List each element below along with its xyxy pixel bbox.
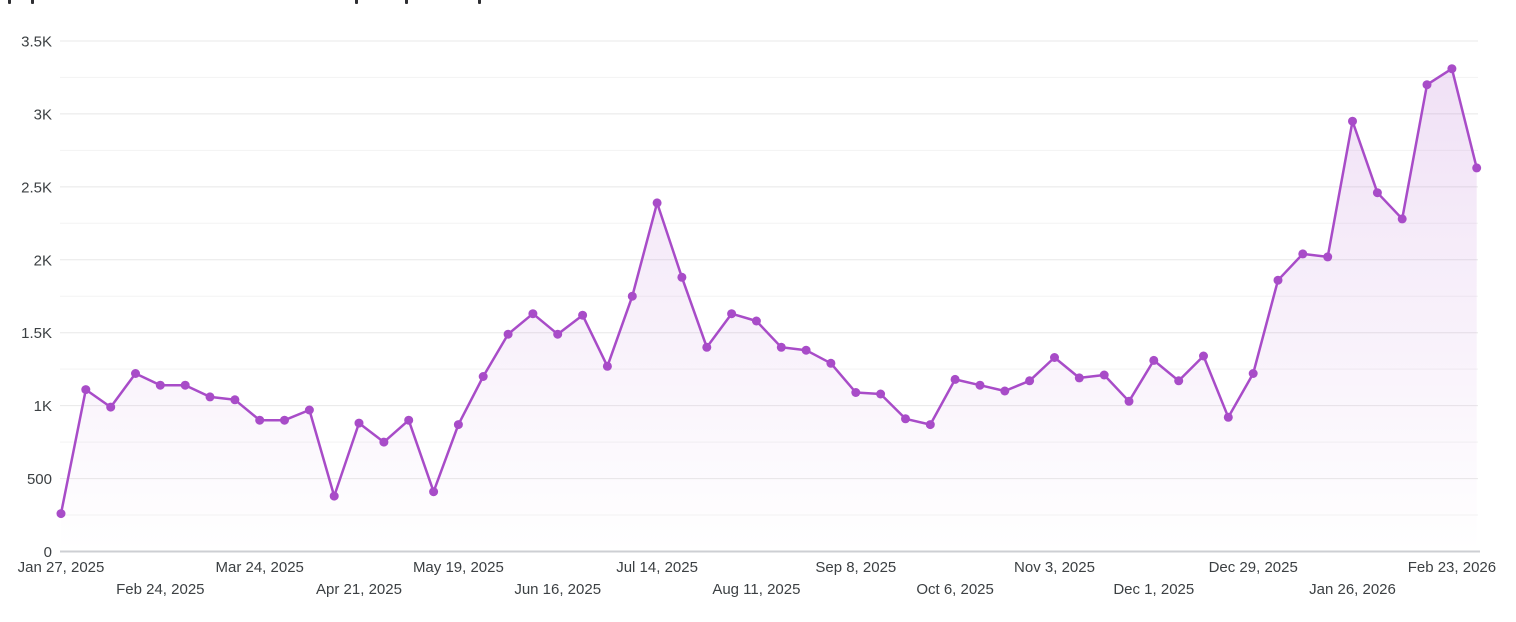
y-tick-label: 0 [44,544,52,561]
data-point[interactable] [1372,188,1382,198]
x-tick-label: Feb 23, 2026 [1408,559,1496,576]
clipped-text-fragment [355,0,358,4]
data-point[interactable] [578,310,588,320]
data-point[interactable] [1397,214,1407,224]
data-point[interactable] [205,392,215,402]
y-tick-label: 3K [34,106,52,123]
data-point[interactable] [602,361,612,371]
data-point[interactable] [627,291,637,301]
data-point[interactable] [950,374,960,384]
clipped-text-fragment [8,0,11,4]
data-point[interactable] [652,198,662,208]
y-axis-labels: 0 500 1K 1.5K 2K 2.5K 3K 3.5K [21,34,52,562]
x-tick-label: Aug 11, 2025 [712,581,800,598]
data-point[interactable] [404,415,414,425]
data-point[interactable] [429,487,439,497]
data-point[interactable] [255,415,265,425]
x-tick-label: Oct 6, 2025 [916,581,994,598]
data-point[interactable] [329,491,339,501]
data-point[interactable] [56,509,66,519]
x-tick-label: Dec 1, 2025 [1113,581,1194,598]
data-point[interactable] [702,342,712,352]
data-point[interactable] [1174,376,1184,386]
y-tick-label: 1K [34,398,52,415]
data-point[interactable] [1199,351,1208,361]
data-point[interactable] [453,420,463,430]
x-tick-label: Nov 3, 2025 [1014,559,1095,576]
x-tick-label: Jan 26, 2026 [1309,581,1396,598]
data-point[interactable] [1273,275,1283,285]
data-point[interactable] [354,418,364,428]
x-tick-label: Feb 24, 2025 [116,581,204,598]
clipped-header-text [0,0,1516,5]
data-point[interactable] [1149,355,1159,365]
data-point[interactable] [553,329,563,339]
series-area [61,68,1477,552]
clipped-text-fragment [405,0,408,4]
data-point[interactable] [975,380,985,390]
x-tick-label: Dec 29, 2025 [1209,559,1298,576]
data-point[interactable] [1099,370,1109,380]
data-point[interactable] [1298,249,1308,259]
x-tick-label: May 19, 2025 [413,559,504,576]
data-point[interactable] [1248,369,1258,378]
data-point[interactable] [826,358,836,368]
data-point[interactable] [1025,376,1035,386]
data-point[interactable] [1323,252,1333,262]
data-points [56,64,1482,519]
y-tick-label: 500 [27,471,52,488]
data-point[interactable] [727,309,737,319]
clipped-text-fragment [31,0,34,4]
data-point[interactable] [379,437,389,447]
clipped-text-fragment [478,0,481,4]
data-point[interactable] [1000,386,1010,396]
data-point[interactable] [106,402,116,412]
data-point[interactable] [901,414,910,424]
data-point[interactable] [280,415,289,425]
x-tick-label: Mar 24, 2025 [216,559,304,576]
data-point[interactable] [528,309,538,319]
data-point[interactable] [801,345,811,355]
x-tick-label: Jan 27, 2025 [18,559,105,576]
series-line [59,67,1478,515]
x-axis-labels: Jan 27, 2025 Feb 24, 2025 Mar 24, 2025 Apr … [18,559,1496,598]
data-point[interactable] [81,385,91,395]
y-tick-label: 3.5K [21,34,52,51]
data-point[interactable] [851,388,861,397]
data-point[interactable] [876,389,886,399]
data-point[interactable] [751,316,761,326]
data-point[interactable] [776,342,786,352]
area-fill [61,68,1477,552]
data-point[interactable] [1074,373,1084,383]
data-point[interactable] [180,380,190,390]
data-point[interactable] [677,272,687,282]
data-line [59,67,1478,515]
x-tick-label: Jul 14, 2025 [616,559,698,576]
data-point[interactable] [503,329,513,339]
data-point[interactable] [230,395,240,405]
data-point[interactable] [1422,80,1432,90]
y-tick-label: 1.5K [21,325,52,342]
y-tick-label: 2K [34,252,52,269]
x-tick-label: Apr 21, 2025 [316,581,402,598]
data-point[interactable] [131,369,140,378]
y-tick-label: 2.5K [21,179,52,196]
x-tick-label: Sep 8, 2025 [815,559,896,576]
data-point[interactable] [304,405,314,415]
data-point[interactable] [1223,412,1233,422]
x-tick-label: Jun 16, 2025 [514,581,601,598]
data-point[interactable] [1050,353,1059,362]
data-point[interactable] [1472,163,1482,173]
data-point[interactable] [155,380,165,390]
data-point[interactable] [925,420,935,430]
data-point[interactable] [1447,64,1457,74]
data-point[interactable] [1348,116,1357,126]
data-point[interactable] [1124,396,1134,406]
data-point[interactable] [478,372,488,381]
